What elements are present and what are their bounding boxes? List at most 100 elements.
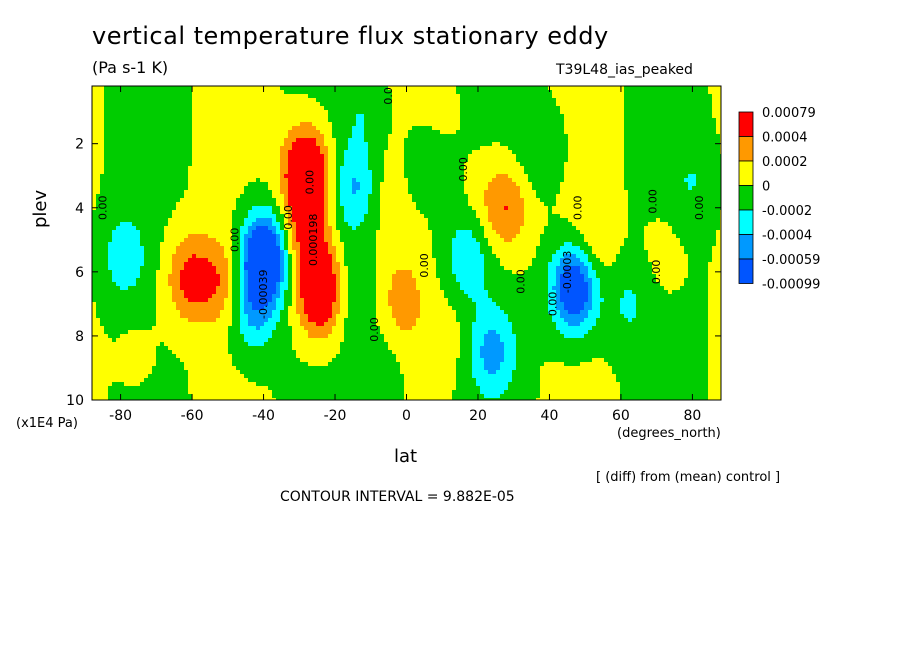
field-cell: [188, 318, 193, 323]
field-cell: [316, 294, 321, 299]
field-cell: [104, 226, 109, 231]
field-cell: [296, 234, 301, 239]
field-cell: [116, 334, 121, 339]
field-cell: [216, 366, 221, 371]
field-cell: [200, 206, 205, 211]
field-cell: [112, 318, 117, 323]
field-cell: [184, 222, 189, 227]
field-cell: [328, 398, 333, 400]
field-cell: [160, 126, 165, 131]
field-cell: [296, 282, 301, 287]
field-cell: [344, 86, 349, 91]
field-cell: [128, 398, 133, 400]
field-cell: [276, 126, 281, 131]
field-cell: [184, 110, 189, 115]
field-cell: [292, 90, 297, 95]
field-cell: [196, 250, 201, 255]
field-cell: [224, 386, 229, 391]
field-cell: [268, 230, 273, 235]
field-cell: [260, 90, 265, 95]
field-cell: [168, 390, 173, 395]
field-cell: [288, 294, 293, 299]
field-cell: [320, 146, 325, 151]
field-cell: [320, 102, 325, 107]
field-cell: [264, 190, 269, 195]
field-cell: [116, 350, 121, 355]
field-cell: [216, 318, 221, 323]
field-cell: [212, 246, 217, 251]
field-cell: [140, 322, 145, 327]
field-cell: [264, 154, 269, 159]
field-cell: [300, 158, 305, 163]
field-cell: [304, 198, 309, 203]
field-cell: [192, 194, 197, 199]
field-cell: [104, 98, 109, 103]
field-cell: [252, 170, 257, 175]
field-cell: [276, 310, 281, 315]
field-cell: [284, 106, 289, 111]
field-cell: [316, 158, 321, 163]
field-cell: [248, 118, 253, 123]
field-cell: [184, 330, 189, 335]
field-cell: [196, 366, 201, 371]
field-cell: [192, 274, 197, 279]
field-cell: [156, 130, 161, 135]
field-cell: [320, 206, 325, 211]
field-cell: [168, 218, 173, 223]
field-cell: [224, 130, 229, 135]
field-cell: [104, 218, 109, 223]
field-cell: [300, 346, 305, 351]
field-cell: [264, 250, 269, 255]
field-cell: [232, 226, 237, 231]
field-cell: [216, 182, 221, 187]
field-cell: [288, 114, 293, 119]
field-cell: [100, 214, 105, 219]
field-cell: [288, 274, 293, 279]
field-cell: [132, 306, 137, 311]
field-cell: [216, 218, 221, 223]
field-cell: [260, 162, 265, 167]
field-cell: [184, 162, 189, 167]
field-cell: [116, 194, 121, 199]
field-cell: [268, 174, 273, 179]
field-cell: [224, 110, 229, 115]
field-cell: [148, 362, 153, 367]
field-cell: [340, 250, 345, 255]
field-cell: [264, 266, 269, 271]
field-cell: [180, 346, 185, 351]
field-cell: [148, 342, 153, 347]
field-cell: [248, 298, 253, 303]
field-cell: [252, 362, 257, 367]
field-cell: [244, 138, 249, 143]
field-cell: [244, 374, 249, 379]
field-cell: [288, 318, 293, 323]
field-cell: [240, 290, 245, 295]
field-cell: [300, 262, 305, 267]
field-cell: [224, 90, 229, 95]
field-cell: [312, 362, 317, 367]
field-cell: [188, 98, 193, 103]
field-cell: [184, 302, 189, 307]
field-cell: [312, 222, 317, 227]
field-cell: [332, 186, 337, 191]
field-cell: [244, 318, 249, 323]
field-cell: [204, 170, 209, 175]
field-cell: [308, 382, 313, 387]
field-cell: [296, 254, 301, 259]
field-cell: [264, 302, 269, 307]
field-cell: [132, 170, 137, 175]
field-cell: [324, 142, 329, 147]
field-cell: [184, 358, 189, 363]
field-cell: [260, 382, 265, 387]
field-cell: [272, 234, 277, 239]
field-cell: [212, 294, 217, 299]
field-cell: [292, 178, 297, 183]
field-cell: [128, 206, 133, 211]
field-cell: [172, 274, 177, 279]
field-cell: [288, 350, 293, 355]
field-cell: [328, 222, 333, 227]
field-cell: [244, 394, 249, 399]
field-cell: [188, 154, 193, 159]
field-cell: [96, 238, 101, 243]
field-cell: [288, 242, 293, 247]
